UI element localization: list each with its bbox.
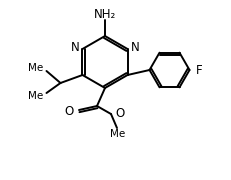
Text: O: O [65,105,74,118]
Text: N: N [131,40,139,53]
Text: Me: Me [28,63,43,73]
Text: NH₂: NH₂ [94,8,116,21]
Text: Me: Me [110,129,126,139]
Text: O: O [115,107,124,120]
Text: F: F [195,64,202,76]
Text: Me: Me [28,91,43,101]
Text: N: N [71,40,79,53]
